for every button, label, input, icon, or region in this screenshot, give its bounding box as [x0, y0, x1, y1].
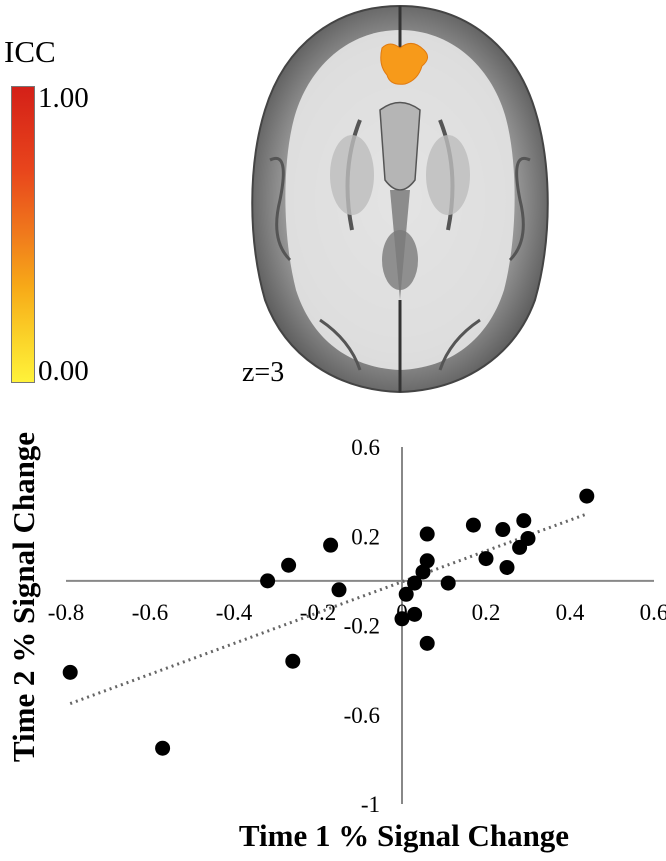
data-point [62, 664, 78, 680]
x-tick-label: 0.6 [640, 600, 666, 625]
data-point [419, 635, 435, 651]
data-point [285, 653, 301, 669]
colorbar-max-label: 1.00 [38, 82, 89, 114]
data-point [407, 575, 423, 591]
y-tick-label: -1 [361, 792, 380, 817]
colorbar-title: ICC [4, 34, 56, 69]
y-tick-label: -0.6 [344, 703, 380, 728]
y-tick-label: -0.2 [344, 614, 380, 639]
y-tick-label: 0.2 [351, 524, 380, 549]
y-tick-labels: 0.6 0.2 -0.2 -0.6 -1 [344, 435, 380, 817]
data-point [465, 517, 481, 533]
data-point [281, 557, 297, 573]
data-point [419, 526, 435, 542]
x-tick-label: -0.8 [48, 600, 84, 625]
colorbar-min-label: 0.00 [38, 355, 89, 387]
trendline [69, 512, 588, 706]
x-tick-label: -0.4 [216, 600, 253, 625]
data-points [62, 488, 595, 756]
data-point [579, 488, 595, 504]
data-point [407, 606, 423, 622]
icc-colorbar [11, 86, 35, 383]
x-axis-label: Time 1 % Signal Change [239, 818, 569, 853]
x-tick-label: -0.6 [132, 600, 168, 625]
data-point [394, 611, 410, 627]
x-tick-label: 0.4 [556, 600, 585, 625]
data-point [495, 522, 511, 538]
data-point [415, 564, 431, 580]
y-tick-label: 0.6 [351, 435, 380, 460]
data-point [512, 539, 528, 555]
activation-cluster [380, 43, 428, 85]
data-point [331, 582, 347, 598]
data-point [260, 573, 276, 589]
data-point [478, 551, 494, 567]
x-tick-label: 0.2 [472, 600, 501, 625]
data-point [440, 575, 456, 591]
data-point [499, 559, 515, 575]
data-point [155, 740, 171, 756]
brain-mri-slice [251, 4, 549, 394]
slice-label: z=3 [242, 357, 285, 388]
data-point [516, 513, 532, 529]
y-axis-label: Time 2 % Signal Change [6, 432, 41, 762]
data-point [398, 586, 414, 602]
data-point [323, 537, 339, 553]
